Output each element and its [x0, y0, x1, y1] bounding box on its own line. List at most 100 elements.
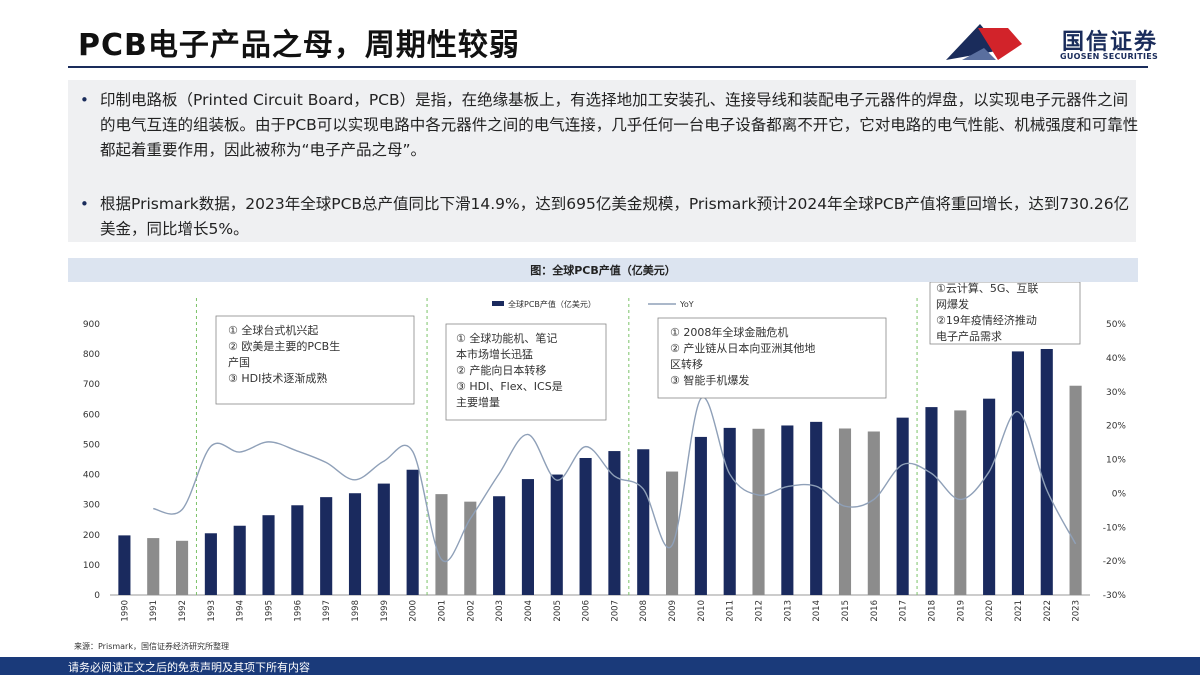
annotation-text: ② 欧美是主要的PCB生: [228, 339, 340, 353]
bar: [320, 497, 333, 595]
y-right-tick-label: -30%: [1103, 591, 1127, 601]
bar: [348, 493, 362, 595]
pcb-output-chart: 0 100 200 300 400 500 600 700 800 900 -30% -20% -10%…: [83, 282, 1127, 622]
y-left-tick-label: 100: [83, 561, 100, 571]
x-tick-label: 2019: [956, 600, 966, 622]
legend-bar-label: 全球PCB产值（亿美元）: [508, 299, 596, 309]
x-tick-label: 2000: [409, 600, 419, 622]
y-left-tick-label: 900: [83, 320, 100, 330]
bar: [291, 505, 304, 595]
x-tick-label: 1994: [236, 600, 246, 622]
bar: [723, 427, 736, 595]
logo-english-name: GUOSEN SECURITIES: [1060, 52, 1159, 61]
annotation-text: ② 产业链从日本向亚洲其他地: [670, 341, 815, 355]
bar: [954, 410, 967, 595]
bar: [406, 469, 419, 595]
bar: [666, 471, 679, 595]
bar: [637, 449, 650, 595]
bar: [608, 451, 621, 595]
x-tick-label: 2004: [524, 600, 534, 622]
bar: [867, 431, 880, 595]
bar: [377, 483, 390, 595]
x-tick-label: 2022: [1043, 600, 1053, 622]
x-tick-label: 1996: [293, 600, 303, 622]
bar: [435, 494, 448, 595]
chart-title: 图：全球PCB产值（亿美元）: [530, 264, 676, 277]
y-left-tick-label: 300: [83, 501, 100, 511]
summary-box: • 印制电路板（Printed Circuit Board，PCB）是指，在绝缘…: [68, 80, 1138, 242]
bar: [464, 501, 477, 595]
x-tick-label: 2011: [726, 600, 736, 622]
x-tick-label: 2007: [610, 600, 620, 622]
x-tick-label: 2017: [899, 600, 909, 622]
y-right-tick-label: 50%: [1106, 320, 1126, 330]
y-right-tick-label: 40%: [1106, 354, 1126, 364]
bar: [262, 515, 275, 595]
y-left-tick-label: 600: [83, 410, 100, 420]
guosen-logo-icon: [946, 24, 1022, 60]
annotation-text: ① 2008年全球金融危机: [670, 325, 788, 339]
x-tick-label: 2015: [841, 600, 851, 622]
annotation-text: ② 产能向日本转移: [456, 363, 546, 377]
x-tick-label: 1999: [380, 600, 390, 622]
annotation-box: [657, 317, 887, 399]
bar: [925, 407, 938, 595]
chart-title-bar: 图：全球PCB产值（亿美元）: [68, 258, 1138, 282]
bar: [896, 417, 909, 595]
annotation-text: ③ HDI、Flex、ICS是: [456, 380, 563, 393]
x-tick-label: 2006: [582, 600, 592, 622]
annotation-text: ③ 智能手机爆发: [670, 373, 749, 387]
y-right-tick-label: -10%: [1103, 523, 1127, 533]
annotation-text: 电子产品需求: [936, 329, 1002, 343]
x-tick-label: 2014: [812, 600, 822, 622]
x-tick-label: 1990: [120, 600, 130, 622]
x-tick-label: 2016: [870, 600, 880, 622]
summary-bullet-1-text: 印制电路板（Printed Circuit Board，PCB）是指，在绝缘基板…: [100, 91, 1139, 159]
yoy-line: [153, 396, 1077, 563]
title-divider: [68, 66, 1148, 68]
x-tick-label: 2010: [697, 600, 707, 622]
bullet-dot: •: [80, 91, 89, 109]
bar: [118, 535, 131, 595]
annotation-text: 主要增量: [456, 395, 500, 409]
annotation-text: 产国: [228, 355, 250, 369]
bar: [550, 474, 563, 595]
bullet-dot: •: [80, 195, 89, 213]
x-tick-label: 2005: [553, 600, 563, 622]
header: PCB电子产品之母，周期性较弱 国信证券 GUOSEN SECURITIES: [0, 0, 1200, 80]
annotation-box: [215, 315, 415, 405]
x-tick-label: 2013: [783, 600, 793, 622]
y-left-tick-label: 200: [83, 531, 100, 541]
footer-disclaimer: 请务必阅读正文之后的免责声明及其项下所有内容: [68, 661, 310, 674]
page-title: PCB电子产品之母，周期性较弱: [78, 28, 520, 63]
logo-chinese-name: 国信证券: [1062, 30, 1159, 55]
summary-bullet-1: • 印制电路板（Printed Circuit Board，PCB）是指，在绝缘…: [76, 88, 1140, 163]
annotation-text: 网爆发: [936, 297, 969, 311]
bar: [983, 398, 996, 595]
y-right-tick-label: 10%: [1106, 456, 1126, 466]
bar: [233, 525, 246, 595]
y-left-tick-label: 700: [83, 380, 100, 390]
y-left-tick-label: 0: [94, 591, 100, 601]
bar: [493, 496, 506, 595]
y-left-tick-label: 500: [83, 440, 100, 450]
bar: [1040, 348, 1053, 595]
x-tick-label: 1993: [207, 600, 217, 622]
bar: [810, 421, 823, 595]
annotation-text: 本市场增长迅猛: [456, 347, 533, 361]
bar: [579, 457, 592, 595]
annotation-box: [445, 323, 607, 421]
y-left-tick-label: 800: [83, 350, 100, 360]
x-tick-label: 1992: [178, 600, 188, 622]
bar: [521, 479, 534, 595]
x-tick-label: 1995: [265, 600, 275, 622]
x-tick-label: 1991: [149, 600, 159, 622]
bar: [204, 533, 217, 595]
legend-line-label: YoY: [679, 300, 694, 309]
bar: [752, 428, 765, 595]
summary-bullet-2: • 根据Prismark数据，2023年全球PCB总产值同比下滑14.9%，达到…: [76, 192, 1140, 242]
bar: [781, 425, 794, 595]
annotation-text: ③ HDI技术逐渐成熟: [228, 371, 327, 385]
annotation-text: ①云计算、5G、互联: [936, 282, 1038, 295]
y-left-tick-label: 400: [83, 471, 100, 481]
